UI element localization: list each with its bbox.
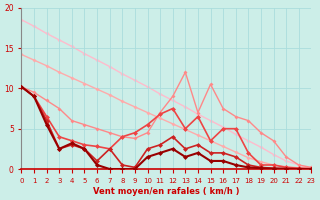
X-axis label: Vent moyen/en rafales ( km/h ): Vent moyen/en rafales ( km/h ) [93,187,240,196]
